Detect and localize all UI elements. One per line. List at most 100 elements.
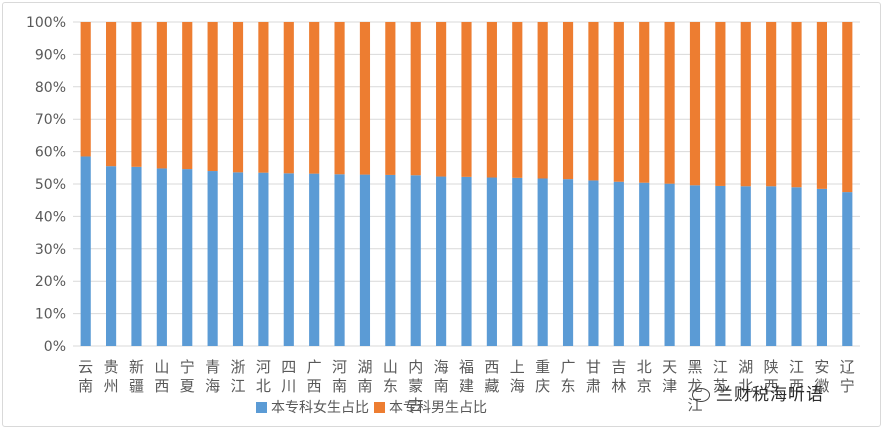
- bar-female: [258, 172, 269, 346]
- bar-male: [283, 22, 294, 174]
- bar-male: [537, 22, 548, 179]
- legend-label: 本专科女生占比: [271, 399, 369, 416]
- bar-male: [613, 22, 624, 182]
- bar-female: [436, 176, 447, 346]
- bar-male: [689, 22, 701, 186]
- bar-female: [80, 156, 91, 346]
- bar-female: [562, 179, 574, 346]
- category-label: 云南: [78, 358, 93, 395]
- legend-swatch: [374, 402, 385, 413]
- legend-label: 本专科男生占比: [389, 400, 487, 416]
- bar-female: [207, 171, 218, 346]
- bar-female: [689, 185, 701, 346]
- bar-male: [182, 22, 193, 170]
- bar-female: [791, 187, 802, 346]
- bar-female: [385, 174, 396, 346]
- bar-female: [131, 166, 142, 346]
- bar-male: [791, 22, 802, 188]
- category-label: 北京: [637, 358, 652, 395]
- chart-frame: [2, 2, 881, 427]
- category-label: 上海: [510, 358, 525, 395]
- category-label: 青海: [205, 358, 220, 395]
- bar-female: [232, 172, 244, 346]
- bar-female: [182, 169, 193, 346]
- bar-male: [842, 22, 853, 193]
- bar-male: [359, 22, 371, 175]
- category-label: 吉林: [611, 358, 626, 395]
- category-label: 陕西: [764, 358, 779, 395]
- bar-male: [588, 22, 599, 181]
- bar-male: [639, 22, 650, 183]
- y-tick-label: 30%: [35, 242, 66, 258]
- bar-male: [131, 22, 142, 167]
- bar-male: [410, 22, 421, 176]
- watermark: 兰财税海听语: [692, 380, 824, 405]
- category-label: 广西: [307, 358, 322, 395]
- bar-male: [461, 22, 472, 177]
- category-label: 甘肃: [586, 358, 601, 395]
- bar-male: [436, 22, 447, 177]
- bar-male: [512, 22, 523, 178]
- bar-male: [334, 22, 345, 175]
- category-label: 湖南: [357, 358, 372, 395]
- y-tick-label: 60%: [35, 145, 66, 161]
- category-label: 宁夏: [180, 358, 195, 395]
- bar-female: [512, 177, 523, 346]
- category-label: 贵州: [104, 358, 119, 395]
- bar-female: [359, 174, 371, 346]
- category-label: 天津: [662, 358, 677, 395]
- category-label: 广东: [561, 358, 576, 395]
- bar-female: [816, 188, 827, 346]
- category-label: 辽宁: [840, 358, 855, 395]
- category-label: 浙江: [231, 358, 246, 395]
- watermark-text: 兰财税海听语: [716, 385, 824, 405]
- wechat-bubble-icon: [692, 388, 710, 402]
- y-tick-label: 50%: [35, 177, 66, 193]
- bar-female: [334, 174, 345, 346]
- bar-male: [740, 22, 751, 187]
- bar-male: [816, 22, 827, 189]
- bar-male: [106, 22, 117, 167]
- category-label: 重庆: [535, 358, 550, 395]
- category-label: 山西: [154, 358, 169, 395]
- bar-male: [80, 22, 91, 157]
- bar-female: [156, 168, 167, 346]
- x-axis-categories: 云南贵州新疆山西宁夏青海浙江河北四川广西河南湖南山东内蒙古海南福建西藏上海重庆广…: [78, 358, 855, 414]
- legend-swatch: [256, 402, 267, 413]
- y-tick-label: 40%: [35, 209, 66, 225]
- category-label: 新疆: [129, 358, 144, 395]
- bar-female: [588, 180, 599, 346]
- bar-female: [309, 173, 320, 346]
- category-label: 安徽: [814, 358, 829, 395]
- category-label: 西藏: [484, 358, 499, 395]
- bar-male: [486, 22, 497, 178]
- bar-female: [106, 166, 117, 346]
- category-label: 福建: [459, 358, 474, 395]
- bar-male: [385, 22, 396, 175]
- category-label: 江西: [789, 358, 804, 395]
- y-tick-label: 80%: [35, 80, 66, 96]
- category-label: 山东: [383, 358, 398, 395]
- y-tick-label: 10%: [35, 307, 66, 323]
- bar-female: [766, 186, 777, 346]
- bar-female: [664, 183, 675, 346]
- bar-female: [410, 175, 421, 346]
- y-tick-label: 70%: [35, 112, 66, 128]
- bar-female: [715, 185, 726, 346]
- bar-male: [156, 22, 167, 169]
- y-tick-label: 0%: [44, 339, 66, 355]
- bar-female: [639, 182, 650, 346]
- bar-female: [740, 186, 751, 346]
- y-tick-label: 20%: [35, 274, 66, 290]
- category-label: 河北: [256, 358, 271, 395]
- bar-male: [207, 22, 218, 172]
- y-tick-label: 100%: [26, 15, 66, 31]
- bar-male: [258, 22, 269, 173]
- bars: [80, 22, 853, 346]
- bar-male: [715, 22, 726, 186]
- bar-male: [664, 22, 675, 184]
- y-axis-ticks: 0% 10% 20% 30% 40% 50% 60% 70% 80% 90% 100%: [26, 15, 66, 355]
- bar-female: [537, 178, 548, 346]
- bar-male: [562, 22, 574, 180]
